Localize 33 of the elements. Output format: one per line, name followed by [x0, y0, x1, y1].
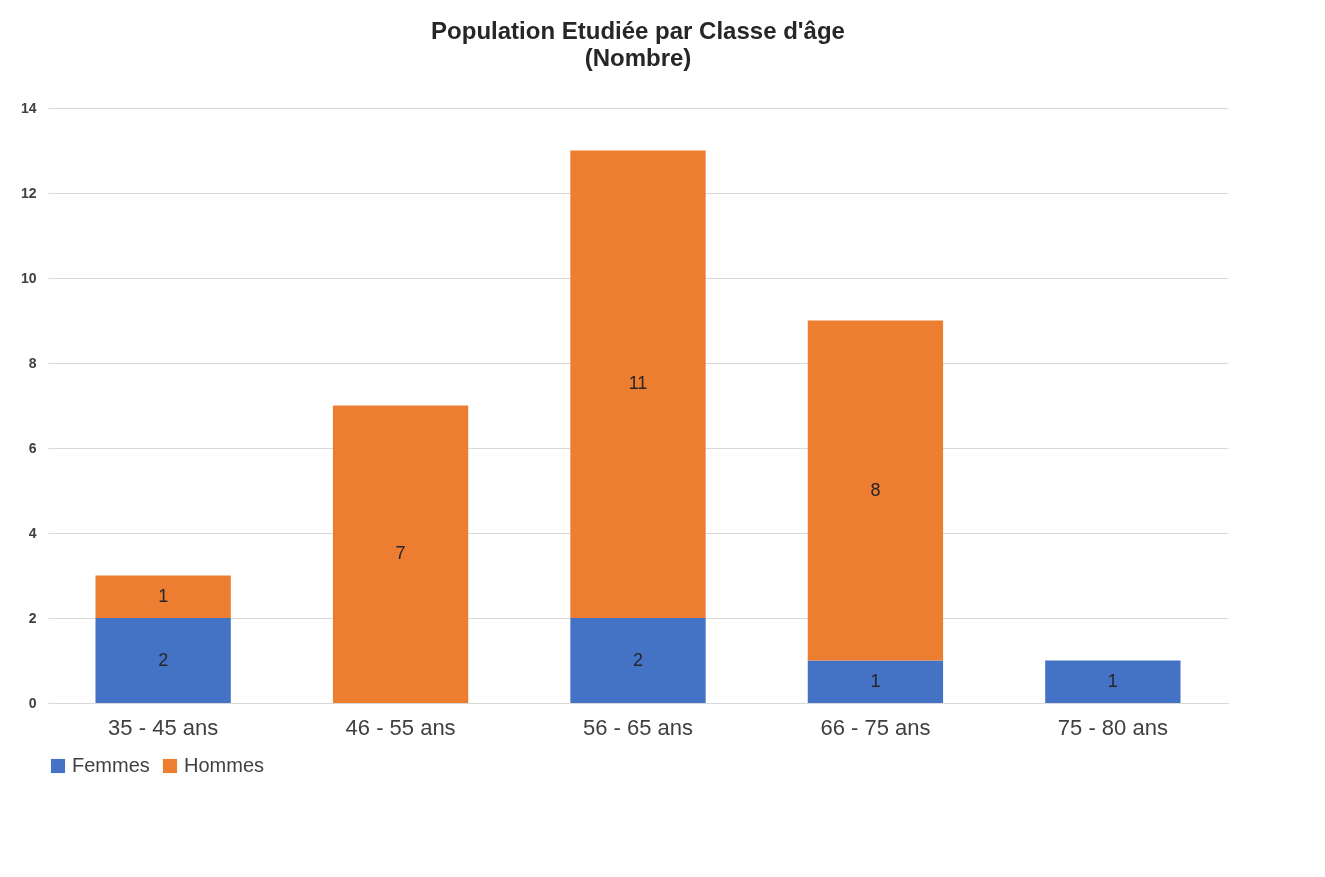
data-label: 11 — [628, 373, 648, 394]
bar — [1045, 660, 1181, 703]
bar — [570, 618, 706, 703]
chart-title: Population Etudiée par Classe d'âge — [431, 17, 845, 44]
data-label: 1 — [870, 670, 881, 691]
data-label: 1 — [158, 585, 169, 606]
y-tick-label: 10 — [20, 269, 37, 286]
y-tick-label: 8 — [28, 354, 37, 371]
bar — [332, 405, 469, 703]
y-tick-label: 14 — [20, 99, 37, 116]
bar — [95, 618, 231, 703]
x-tick-label: 75 - 80 ans — [1057, 714, 1168, 740]
y-tick-label: 2 — [28, 609, 37, 626]
data-label: 1 — [1107, 670, 1118, 691]
x-tick-label: 35 - 45 ans — [108, 714, 219, 740]
data-label: 2 — [158, 649, 169, 670]
x-tick-label: 56 - 65 ans — [582, 714, 694, 740]
bar — [570, 150, 706, 618]
bar — [95, 575, 231, 618]
bar — [807, 320, 944, 661]
legend-label: Femmes — [72, 754, 150, 776]
x-tick-label: 66 - 75 ans — [820, 714, 931, 740]
x-tick-label: 46 - 55 ans — [345, 714, 456, 740]
bar — [807, 660, 944, 703]
data-label: 7 — [395, 543, 406, 564]
legend-label: Hommes — [184, 754, 265, 776]
y-tick-label: 12 — [20, 184, 37, 201]
y-tick-label: 4 — [28, 524, 37, 541]
data-label: 8 — [870, 479, 881, 500]
y-tick-label: 0 — [28, 694, 37, 711]
chart-subtitle: (Nombre) — [584, 44, 692, 71]
data-label: 2 — [632, 649, 644, 670]
y-tick-label: 6 — [28, 439, 37, 456]
